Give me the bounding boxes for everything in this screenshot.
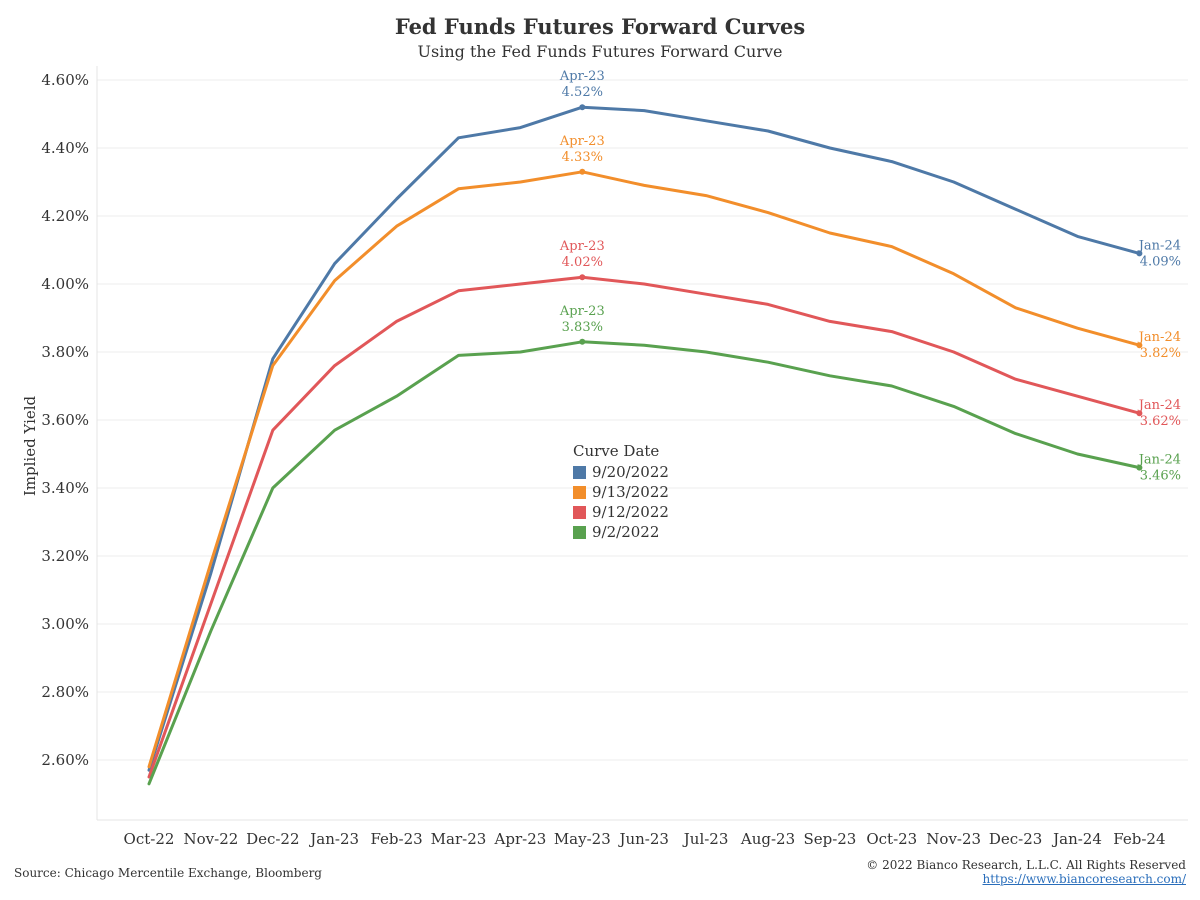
- data-label: Apr-23: [559, 239, 605, 254]
- annotated-point: [579, 338, 586, 345]
- y-tick-label: 3.40%: [41, 479, 89, 497]
- data-label: 3.62%: [1140, 414, 1181, 429]
- legend-items: 9/20/2022 9/13/2022 9/12/2022 9/2/2022: [573, 462, 669, 542]
- annotated-point: [1136, 410, 1143, 417]
- data-label: Apr-23: [559, 134, 605, 149]
- legend-label: 9/20/2022: [592, 463, 669, 481]
- data-labels: Apr-234.52%Jan-244.09%Apr-234.33%Jan-243…: [559, 69, 1181, 483]
- series-line-9-13-2022: [147, 170, 1141, 769]
- legend-item: 9/13/2022: [573, 482, 669, 502]
- x-tick-label: Feb-24: [1113, 830, 1165, 848]
- data-label: 3.46%: [1140, 469, 1181, 484]
- legend-title: Curve Date: [573, 442, 660, 460]
- data-label: 3.83%: [562, 320, 603, 335]
- data-label: 4.33%: [562, 150, 603, 165]
- y-axis-title: Implied Yield: [21, 395, 39, 496]
- y-tick-label: 3.00%: [41, 615, 89, 633]
- annotated-point: [1136, 464, 1143, 471]
- legend-label: 9/12/2022: [592, 503, 669, 521]
- data-label: Jan-24: [1137, 238, 1181, 253]
- chart-subtitle: Using the Fed Funds Futures Forward Curv…: [417, 42, 783, 61]
- data-label: 4.02%: [562, 255, 603, 270]
- x-tick-label: Jul-23: [682, 830, 729, 848]
- legend-swatch: [573, 505, 586, 519]
- annotated-point: [1136, 250, 1143, 257]
- data-label: Jan-24: [1137, 398, 1181, 413]
- x-tick-label: Mar-23: [431, 830, 487, 848]
- copyright-text: © 2022 Bianco Research, L.L.C. All Right…: [866, 858, 1186, 872]
- gridlines: [97, 79, 1188, 761]
- data-label: 4.52%: [562, 85, 603, 100]
- legend-item: 9/2/2022: [573, 522, 669, 542]
- x-tick-label: Dec-22: [246, 830, 299, 848]
- series-line-9-12-2022: [147, 275, 1141, 779]
- data-label: Apr-23: [559, 304, 605, 319]
- x-tick-label: Nov-23: [926, 830, 981, 848]
- website-link[interactable]: https://www.biancoresearch.com/: [982, 872, 1186, 886]
- y-tick-label: 3.20%: [41, 547, 89, 565]
- series-line-9-2-2022: [147, 340, 1141, 786]
- legend-label: 9/2/2022: [592, 523, 660, 541]
- y-tick-label: 3.60%: [41, 411, 89, 429]
- x-tick-label: Oct-22: [124, 830, 175, 848]
- series-lines: [147, 104, 1143, 786]
- data-label: Jan-24: [1137, 453, 1181, 468]
- chart-title: Fed Funds Futures Forward Curves: [394, 14, 806, 39]
- copyright-block: © 2022 Bianco Research, L.L.C. All Right…: [866, 858, 1186, 886]
- x-tick-label: Sep-23: [803, 830, 856, 848]
- x-tick-label: Jan-23: [308, 830, 359, 848]
- axes: 2.60% 2.80% 3.00% 3.20% 3.40% 3.60% 3.80% 4.00%…: [21, 66, 1188, 848]
- data-label: 3.82%: [1140, 346, 1181, 361]
- series-line-9-20-2022: [147, 105, 1141, 772]
- legend-item: 9/20/2022: [573, 462, 669, 482]
- x-tick-label: Jan-24: [1051, 830, 1102, 848]
- y-tick-label: 4.00%: [41, 275, 89, 293]
- y-tick-label: 4.40%: [41, 139, 89, 157]
- source-note: Source: Chicago Mercentile Exchange, Blo…: [14, 866, 322, 880]
- annotated-point: [1136, 342, 1143, 349]
- y-tick-label: 4.60%: [41, 71, 89, 89]
- legend-swatch: [573, 525, 586, 539]
- legend-swatch: [573, 485, 586, 499]
- x-tick-label: Oct-23: [866, 830, 917, 848]
- legend-label: 9/13/2022: [592, 483, 669, 501]
- data-label: 4.09%: [1140, 254, 1181, 269]
- x-tick-label: Dec-23: [989, 830, 1042, 848]
- x-tick-label: Feb-23: [370, 830, 422, 848]
- annotated-point: [579, 274, 586, 281]
- x-tick-label: Nov-22: [184, 830, 239, 848]
- y-tick-label: 2.60%: [41, 751, 89, 769]
- annotated-point: [579, 168, 586, 175]
- x-tick-label: Aug-23: [740, 830, 795, 848]
- y-tick-label: 2.80%: [41, 683, 89, 701]
- data-label: Jan-24: [1137, 330, 1181, 345]
- y-tick-label: 3.80%: [41, 343, 89, 361]
- y-tick-label: 4.20%: [41, 207, 89, 225]
- data-label: Apr-23: [559, 69, 605, 84]
- legend-swatch: [573, 465, 586, 479]
- x-tick-label: May-23: [554, 830, 611, 848]
- annotated-point: [579, 104, 586, 111]
- legend: Curve Date 9/20/2022 9/13/2022 9/12/2022 9/…: [573, 442, 669, 542]
- x-tick-label: Jun-23: [617, 830, 669, 848]
- x-tick-label: Apr-23: [494, 830, 547, 848]
- legend-item: 9/12/2022: [573, 502, 669, 522]
